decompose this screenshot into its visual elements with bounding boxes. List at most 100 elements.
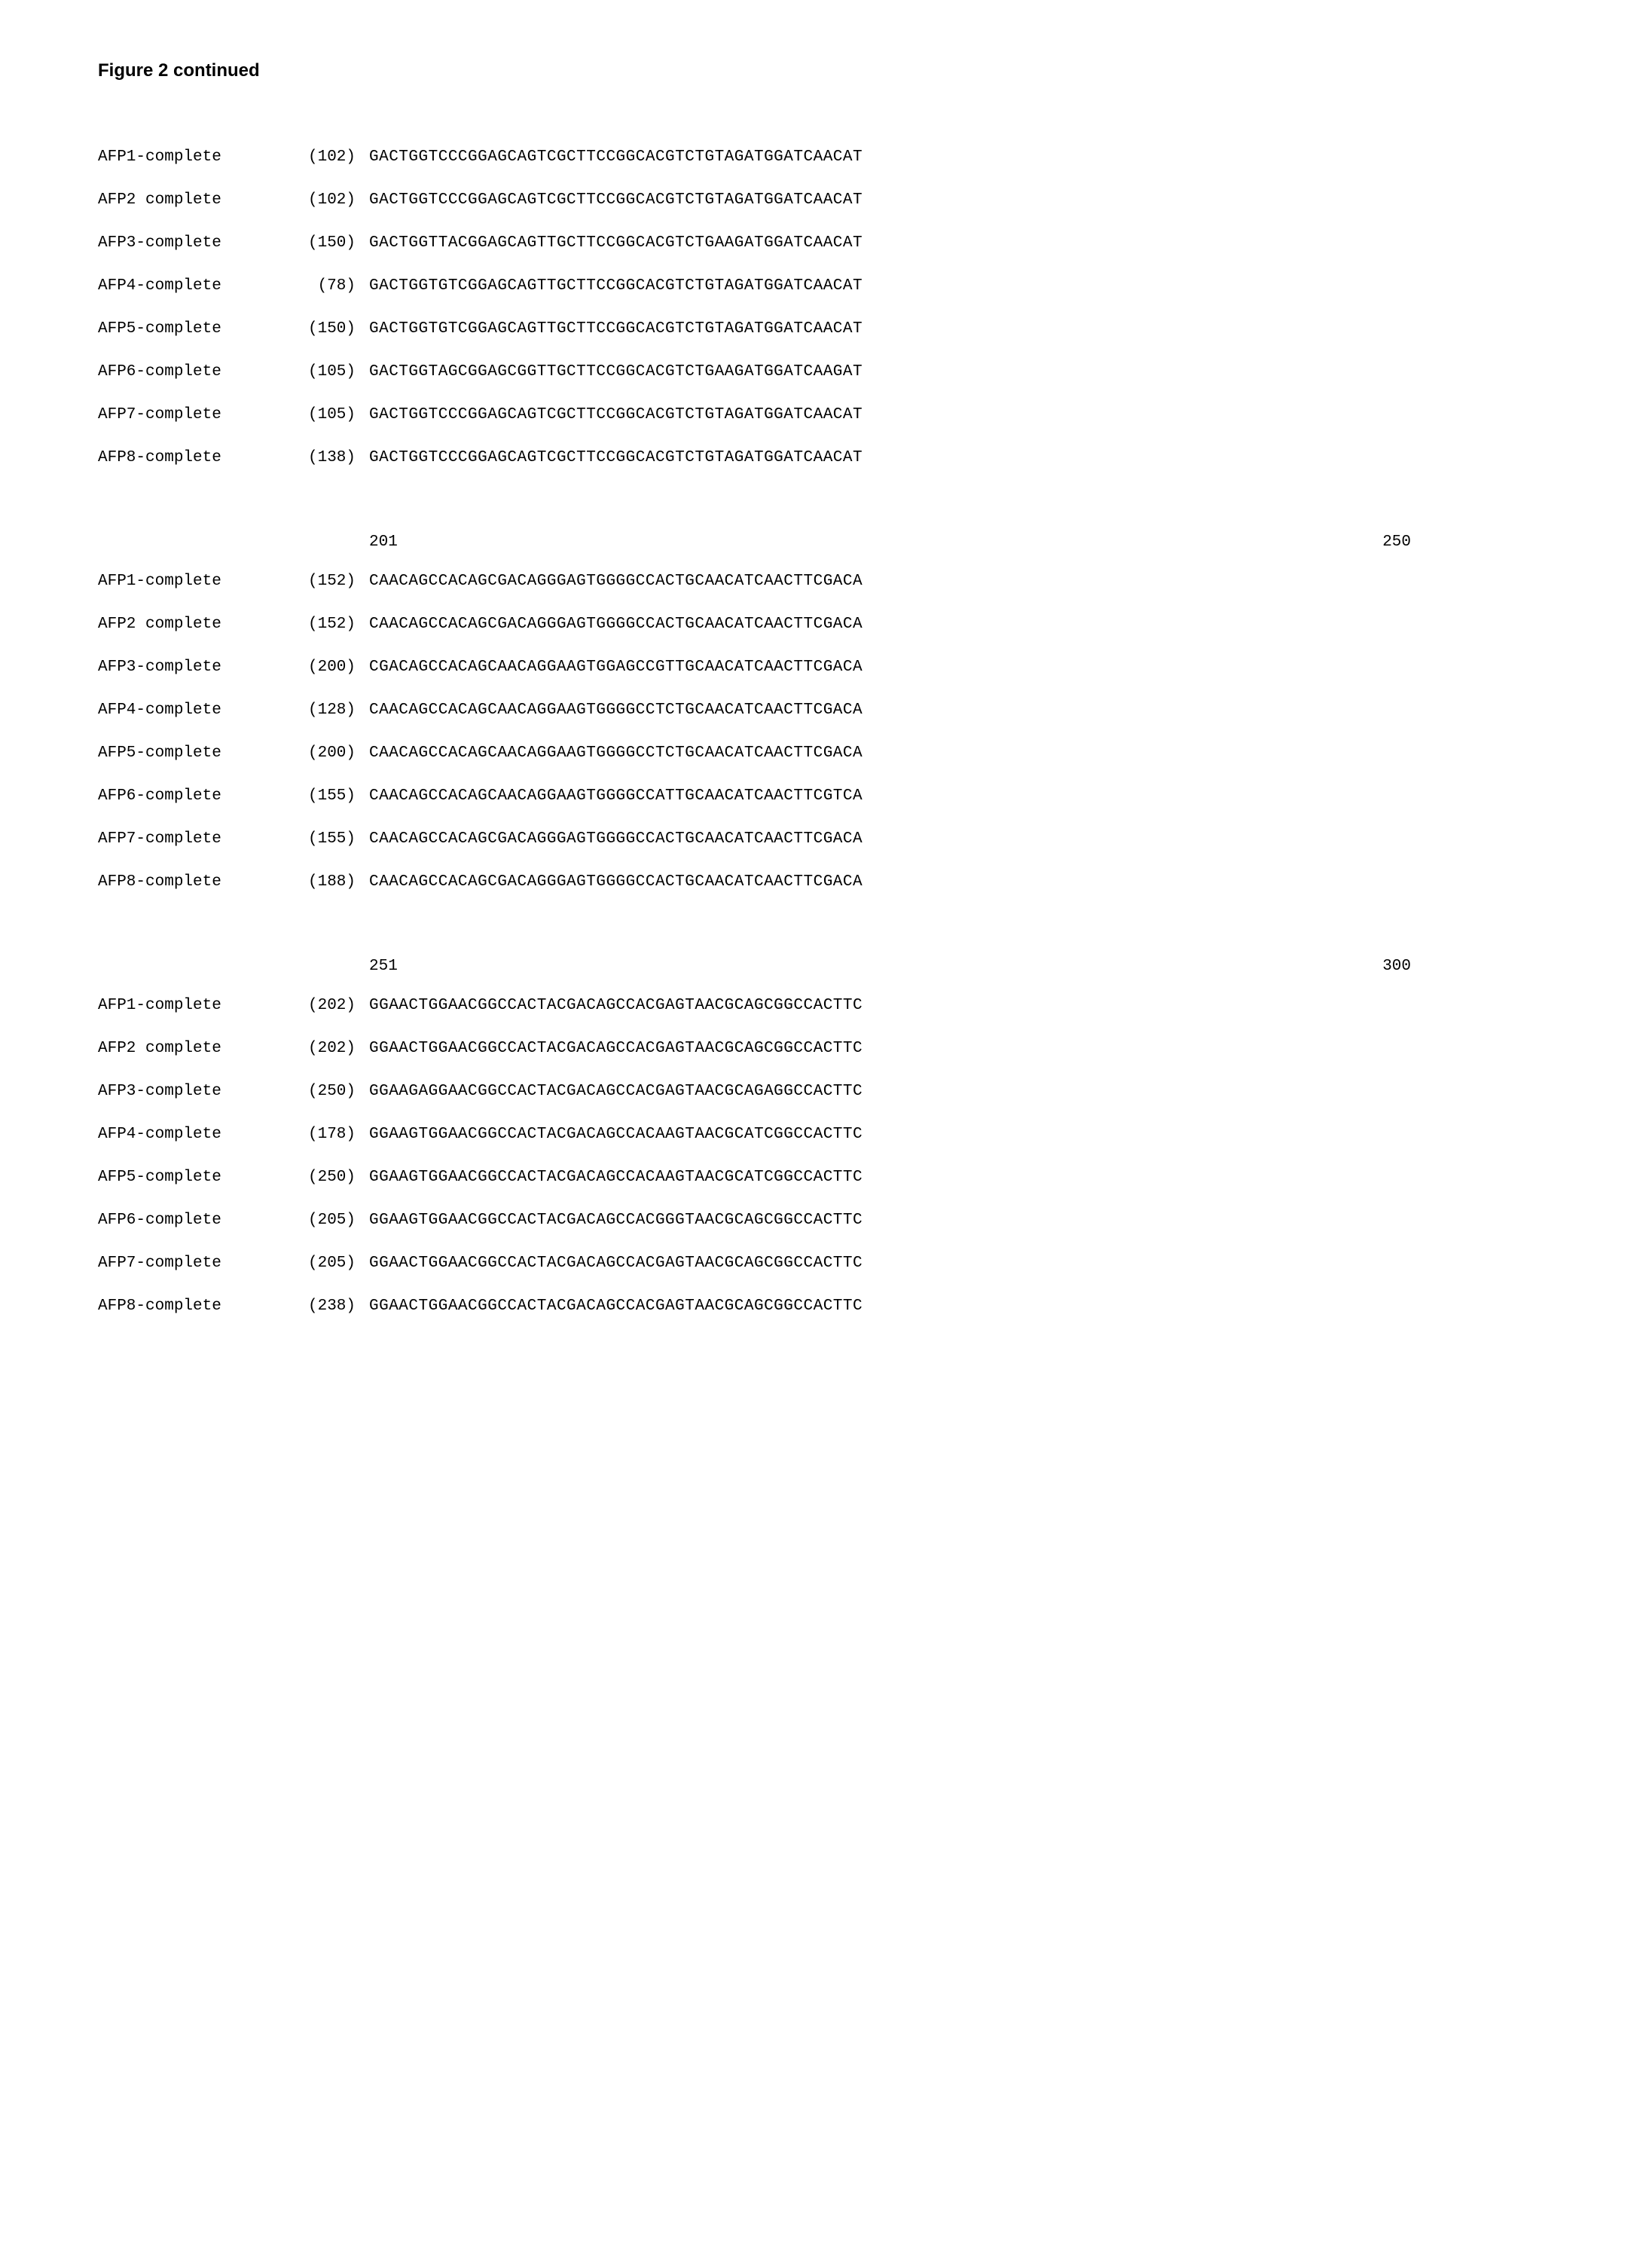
alignment-block: 201250AFP1-complete(152)CAACAGCCACAGCGAC…	[98, 533, 1554, 890]
sequence-label: AFP6-complete	[98, 788, 271, 804]
sequence-data: CAACAGCCACAGCGACAGGGAGTGGGGCCACTGCAACATC…	[369, 616, 863, 632]
sequence-row: AFP4-complete(78)GACTGGTGTCGGAGCAGTTGCTT…	[98, 278, 1554, 294]
sequence-row: AFP2 complete(202)GGAACTGGAACGGCCACTACGA…	[98, 1041, 1554, 1056]
sequence-position: (102)	[271, 192, 369, 208]
sequence-data: GGAACTGGAACGGCCACTACGACAGCCACGAGTAACGCAG…	[369, 998, 863, 1013]
sequence-data: GACTGGTAGCGGAGCGGTTGCTTCCGGCACGTCTGAAGAT…	[369, 364, 863, 380]
range-start: 201	[369, 533, 414, 551]
sequence-label: AFP3-complete	[98, 235, 271, 251]
sequence-data: GACTGGTTACGGAGCAGTTGCTTCCGGCACGTCTGAAGAT…	[369, 235, 863, 251]
figure-title: Figure 2 continued	[98, 60, 1554, 81]
sequence-label: AFP5-complete	[98, 745, 271, 761]
sequence-data: CAACAGCCACAGCAACAGGAAGTGGGGCCTCTGCAACATC…	[369, 745, 863, 761]
sequence-label: AFP4-complete	[98, 278, 271, 294]
sequence-row: AFP1-complete(202)GGAACTGGAACGGCCACTACGA…	[98, 998, 1554, 1013]
sequence-label: AFP7-complete	[98, 407, 271, 423]
sequence-position: (155)	[271, 788, 369, 804]
sequence-data: GGAACTGGAACGGCCACTACGACAGCCACGAGTAACGCAG…	[369, 1255, 863, 1271]
sequence-position: (250)	[271, 1084, 369, 1099]
sequence-data: GGAAGTGGAACGGCCACTACGACAGCCACGGGTAACGCAG…	[369, 1212, 863, 1228]
sequence-row: AFP3-complete(200)CGACAGCCACAGCAACAGGAAG…	[98, 659, 1554, 675]
sequence-position: (150)	[271, 235, 369, 251]
sequence-label: AFP2 complete	[98, 192, 271, 208]
sequence-position: (200)	[271, 745, 369, 761]
sequence-row: AFP4-complete(128)CAACAGCCACAGCAACAGGAAG…	[98, 702, 1554, 718]
sequence-position: (178)	[271, 1126, 369, 1142]
sequence-label: AFP6-complete	[98, 364, 271, 380]
sequence-data: GACTGGTCCCGGAGCAGTCGCTTCCGGCACGTCTGTAGAT…	[369, 450, 863, 466]
sequence-label: AFP2 complete	[98, 616, 271, 632]
sequence-data: GACTGGTCCCGGAGCAGTCGCTTCCGGCACGTCTGTAGAT…	[369, 407, 863, 423]
sequence-data: CAACAGCCACAGCGACAGGGAGTGGGGCCACTGCAACATC…	[369, 831, 863, 847]
sequence-position: (128)	[271, 702, 369, 718]
sequence-data: GGAAGTGGAACGGCCACTACGACAGCCACAAGTAACGCAT…	[369, 1169, 863, 1185]
sequence-position: (205)	[271, 1255, 369, 1271]
sequence-data: CAACAGCCACAGCGACAGGGAGTGGGGCCACTGCAACATC…	[369, 874, 863, 890]
range-header: 251300	[98, 958, 1554, 975]
sequence-label: AFP7-complete	[98, 831, 271, 847]
sequence-data: CGACAGCCACAGCAACAGGAAGTGGAGCCGTTGCAACATC…	[369, 659, 863, 675]
sequence-position: (78)	[271, 278, 369, 294]
alignment-block: 251300AFP1-complete(202)GGAACTGGAACGGCCA…	[98, 958, 1554, 1314]
sequence-position: (155)	[271, 831, 369, 847]
sequence-position: (138)	[271, 450, 369, 466]
sequence-position: (202)	[271, 1041, 369, 1056]
sequence-label: AFP3-complete	[98, 659, 271, 675]
sequence-label: AFP1-complete	[98, 149, 271, 165]
sequence-label: AFP6-complete	[98, 1212, 271, 1228]
sequence-position: (105)	[271, 364, 369, 380]
sequence-row: AFP7-complete(205)GGAACTGGAACGGCCACTACGA…	[98, 1255, 1554, 1271]
sequence-row: AFP3-complete(150)GACTGGTTACGGAGCAGTTGCT…	[98, 235, 1554, 251]
sequence-data: GGAACTGGAACGGCCACTACGACAGCCACGAGTAACGCAG…	[369, 1298, 863, 1314]
sequence-position: (250)	[271, 1169, 369, 1185]
sequence-data: GACTGGTGTCGGAGCAGTTGCTTCCGGCACGTCTGTAGAT…	[369, 321, 863, 337]
sequence-label: AFP8-complete	[98, 1298, 271, 1314]
sequence-position: (238)	[271, 1298, 369, 1314]
sequence-position: (102)	[271, 149, 369, 165]
sequence-row: AFP6-complete(205)GGAAGTGGAACGGCCACTACGA…	[98, 1212, 1554, 1228]
sequence-label: AFP2 complete	[98, 1041, 271, 1056]
sequence-position: (152)	[271, 616, 369, 632]
sequence-row: AFP2 complete(102)GACTGGTCCCGGAGCAGTCGCT…	[98, 192, 1554, 208]
sequence-data: GGAAGAGGAACGGCCACTACGACAGCCACGAGTAACGCAG…	[369, 1084, 863, 1099]
sequence-label: AFP7-complete	[98, 1255, 271, 1271]
sequence-position: (105)	[271, 407, 369, 423]
sequence-row: AFP6-complete(105)GACTGGTAGCGGAGCGGTTGCT…	[98, 364, 1554, 380]
sequence-row: AFP7-complete(105)GACTGGTCCCGGAGCAGTCGCT…	[98, 407, 1554, 423]
sequence-data: CAACAGCCACAGCAACAGGAAGTGGGGCCATTGCAACATC…	[369, 788, 863, 804]
sequence-label: AFP1-complete	[98, 998, 271, 1013]
sequence-row: AFP5-complete(150)GACTGGTGTCGGAGCAGTTGCT…	[98, 321, 1554, 337]
sequence-label: AFP4-complete	[98, 702, 271, 718]
sequence-row: AFP5-complete(200)CAACAGCCACAGCAACAGGAAG…	[98, 745, 1554, 761]
alignment-block: AFP1-complete(102)GACTGGTCCCGGAGCAGTCGCT…	[98, 149, 1554, 466]
sequence-label: AFP8-complete	[98, 874, 271, 890]
sequence-row: AFP8-complete(138)GACTGGTCCCGGAGCAGTCGCT…	[98, 450, 1554, 466]
sequence-label: AFP8-complete	[98, 450, 271, 466]
sequence-position: (152)	[271, 573, 369, 589]
sequence-row: AFP8-complete(188)CAACAGCCACAGCGACAGGGAG…	[98, 874, 1554, 890]
sequence-row: AFP6-complete(155)CAACAGCCACAGCAACAGGAAG…	[98, 788, 1554, 804]
sequence-label: AFP4-complete	[98, 1126, 271, 1142]
range-end: 250	[414, 533, 1554, 551]
sequence-row: AFP1-complete(152)CAACAGCCACAGCGACAGGGAG…	[98, 573, 1554, 589]
sequence-position: (202)	[271, 998, 369, 1013]
range-header: 201250	[98, 533, 1554, 551]
sequence-label: AFP5-complete	[98, 1169, 271, 1185]
sequence-row: AFP2 complete(152)CAACAGCCACAGCGACAGGGAG…	[98, 616, 1554, 632]
sequence-row: AFP1-complete(102)GACTGGTCCCGGAGCAGTCGCT…	[98, 149, 1554, 165]
sequence-label: AFP3-complete	[98, 1084, 271, 1099]
sequence-data: GGAACTGGAACGGCCACTACGACAGCCACGAGTAACGCAG…	[369, 1041, 863, 1056]
sequence-data: GGAAGTGGAACGGCCACTACGACAGCCACAAGTAACGCAT…	[369, 1126, 863, 1142]
sequence-position: (150)	[271, 321, 369, 337]
sequence-row: AFP5-complete(250)GGAAGTGGAACGGCCACTACGA…	[98, 1169, 1554, 1185]
sequence-row: AFP8-complete(238)GGAACTGGAACGGCCACTACGA…	[98, 1298, 1554, 1314]
sequence-label: AFP1-complete	[98, 573, 271, 589]
range-end: 300	[414, 958, 1554, 975]
sequence-data: CAACAGCCACAGCAACAGGAAGTGGGGCCTCTGCAACATC…	[369, 702, 863, 718]
sequence-row: AFP7-complete(155)CAACAGCCACAGCGACAGGGAG…	[98, 831, 1554, 847]
sequence-data: GACTGGTGTCGGAGCAGTTGCTTCCGGCACGTCTGTAGAT…	[369, 278, 863, 294]
sequence-data: GACTGGTCCCGGAGCAGTCGCTTCCGGCACGTCTGTAGAT…	[369, 149, 863, 165]
sequence-data: CAACAGCCACAGCGACAGGGAGTGGGGCCACTGCAACATC…	[369, 573, 863, 589]
range-start: 251	[369, 958, 414, 975]
sequence-row: AFP4-complete(178)GGAAGTGGAACGGCCACTACGA…	[98, 1126, 1554, 1142]
